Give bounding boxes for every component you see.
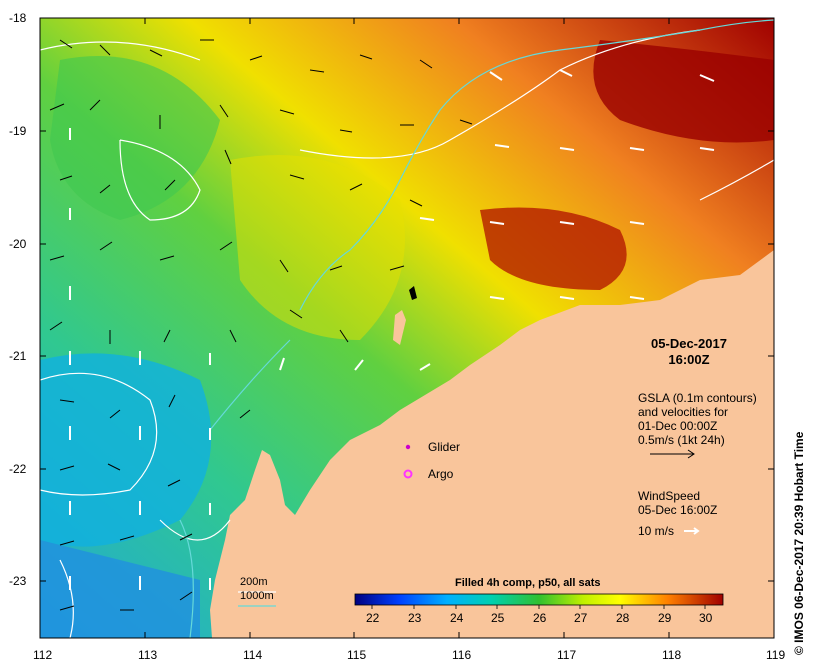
lat-tick-23: -23: [9, 574, 27, 588]
velocity-arrows: [49, 39, 473, 611]
glider-marker: [405, 444, 411, 450]
cb-tick-27: 27: [574, 611, 588, 625]
gsla-line2: and velocities for: [638, 405, 729, 419]
lon-tick-115: 115: [347, 648, 367, 662]
wind-scale-label: 10 m/s: [638, 524, 675, 538]
date-line1: 05-Dec-2017: [651, 336, 727, 351]
plot-frame: [39, 17, 775, 639]
colorbar-ticks: [371, 605, 706, 609]
lat-tick-21: -21: [9, 349, 27, 363]
legend-1000m-label: 1000m: [240, 590, 274, 602]
wind-arrows: [69, 69, 715, 590]
cool-patch-2: [40, 540, 200, 638]
cool-patch: [40, 353, 212, 547]
wind-line1: WindSpeed: [638, 489, 701, 503]
contour-200m: [40, 29, 774, 638]
colorbar-title: Filled 4h comp, p50, all sats: [455, 577, 601, 589]
lon-tick-118: 118: [662, 648, 682, 662]
island: [409, 286, 417, 300]
argo-label: Argo: [428, 467, 454, 481]
lat-tick-19: -19: [9, 124, 27, 138]
credit-text: © IMOS 06-Dec-2017 20:39 Hobart Time: [792, 431, 806, 655]
argo-marker: [403, 469, 413, 479]
lat-tick-22: -22: [9, 462, 27, 476]
lat-tick-18: -18: [9, 11, 27, 25]
lon-tick-116: 116: [452, 648, 472, 662]
green-patch: [50, 56, 220, 220]
lat-tick-20: -20: [9, 237, 27, 251]
gsla-scale-arrow: [650, 449, 695, 459]
wind-line2: 05-Dec 16:00Z: [638, 503, 718, 517]
cb-tick-24: 24: [450, 611, 464, 625]
gsla-line1: GSLA (0.1m contours): [638, 391, 757, 405]
land: [210, 250, 774, 638]
island: [393, 310, 406, 345]
contour-1000m: [179, 19, 774, 638]
cb-tick-22: 22: [366, 611, 380, 625]
cb-tick-26: 26: [533, 611, 547, 625]
lon-tick-113: 113: [138, 648, 158, 662]
warm-patch: [480, 207, 627, 290]
lon-tick-117: 117: [557, 648, 577, 662]
gsla-line4: 0.5m/s (1kt 24h): [638, 433, 725, 447]
lon-tick-112: 112: [33, 648, 53, 662]
gsla-line3: 01-Dec 00:00Z: [638, 419, 718, 433]
lon-tick-119: 119: [766, 648, 786, 662]
cb-tick-23: 23: [408, 611, 422, 625]
cb-tick-25: 25: [491, 611, 505, 625]
date-line2: 16:00Z: [668, 352, 710, 367]
cb-tick-29: 29: [658, 611, 672, 625]
lon-tick-114: 114: [243, 648, 263, 662]
axis-ticks: [39, 17, 775, 638]
warm-core-patch: [593, 40, 774, 143]
yellow-patch: [230, 155, 405, 340]
cb-tick-30: 30: [699, 611, 713, 625]
legend-200m-label: 200m: [240, 576, 268, 588]
colorbar: [354, 593, 724, 606]
cb-tick-28: 28: [616, 611, 630, 625]
glider-label: Glider: [428, 440, 461, 454]
wind-scale-arrow: [684, 527, 700, 535]
